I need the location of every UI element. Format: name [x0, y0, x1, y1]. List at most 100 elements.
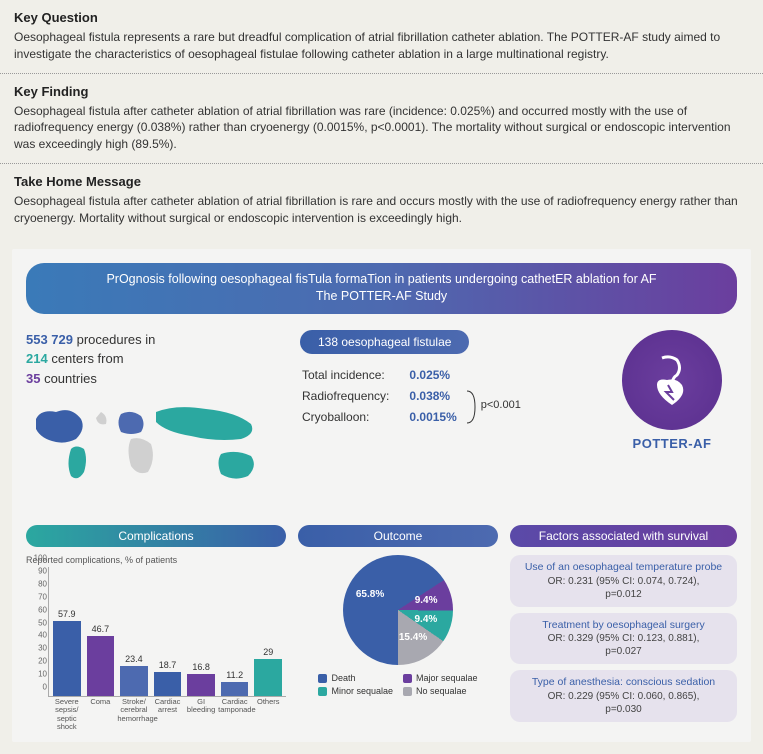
bar-value: 29 [263, 647, 273, 657]
bar-wrap: 23.4Stroke/cerebralhemorrhage [120, 567, 148, 696]
factor-title: Use of an oesophageal temperature probe [520, 561, 727, 575]
y-tick: 60 [38, 605, 47, 614]
y-tick: 80 [38, 579, 47, 588]
bar-label: Coma [84, 698, 117, 706]
legend-item: Death [318, 673, 393, 683]
pie-slice-label: 9.4% [414, 614, 437, 625]
pie-slice-label: 9.4% [415, 595, 438, 606]
factor-title: Treatment by oesophageal surgery [520, 619, 727, 633]
legend-label: Major sequalae [416, 673, 478, 683]
bar-value: 16.8 [192, 662, 210, 672]
factors-list: Use of an oesophageal temperature probeO… [510, 555, 737, 722]
y-tick: 40 [38, 631, 47, 640]
bar-wrap: 57.9Severe sepsis/septic shock [53, 567, 81, 696]
y-tick: 10 [38, 670, 47, 679]
y-tick: 0 [43, 683, 47, 692]
factors-column: Factors associated with survival Use of … [510, 525, 737, 728]
bar-label: GIbleeding [185, 698, 218, 715]
key-question-title: Key Question [14, 10, 749, 25]
take-home-title: Take Home Message [14, 174, 749, 189]
outcome-legend: Death Major sequalae Minor sequalae No sequ… [318, 673, 477, 696]
procedures-count: 553 729 [26, 332, 73, 347]
banner-line1: PrOgnosis following oesophageal fisTula … [46, 271, 717, 289]
table-row: Total incidence: 0.025% [302, 366, 515, 385]
bar-label: Others [252, 698, 285, 706]
bar-label: Severe sepsis/septic shock [50, 698, 83, 731]
bar-value: 46.7 [92, 624, 110, 634]
legend-swatch [318, 687, 327, 696]
outcome-header: Outcome [298, 525, 498, 547]
legend-item: Major sequalae [403, 673, 478, 683]
bar [154, 672, 182, 696]
bar-label: Cardiactamponade [218, 698, 251, 715]
bar-wrap: 16.8GIbleeding [187, 567, 215, 696]
bar [254, 659, 282, 696]
study-banner: PrOgnosis following oesophageal fisTula … [26, 263, 737, 314]
factor-title: Type of anesthesia: conscious sedation [520, 676, 727, 690]
table-row: Radiofrequency: 0.038% p<0.001 [302, 387, 515, 406]
bar-value: 18.7 [159, 660, 177, 670]
logo-text: POTTER-AF [607, 436, 737, 451]
bar-value: 57.9 [58, 609, 76, 619]
factor-stat: OR: 0.229 (95% CI: 0.060, 0.865), [520, 690, 727, 703]
p-value-bracket: p<0.001 [465, 387, 515, 427]
key-question-text: Oesophageal fistula represents a rare bu… [14, 29, 749, 63]
legend-swatch [318, 674, 327, 683]
factor-p: p=0.012 [520, 588, 727, 601]
bar [221, 682, 249, 696]
charts-row: Complications Reported complications, % … [26, 525, 737, 728]
complications-bar-chart: 0102030405060708090100 57.9Severe sepsis… [48, 567, 286, 697]
legend-label: Death [331, 673, 355, 683]
study-logo: POTTER-AF [607, 330, 737, 508]
registry-stats: 553 729 procedures in 214 centers from 3… [26, 330, 286, 508]
legend-item: Minor sequalae [318, 686, 393, 696]
outcome-pie-wrap: 65.8%9.4%9.4%15.4% DeathMajor sequalaeMi… [298, 555, 498, 696]
bar-wrap: 29Others [254, 567, 282, 696]
legend-swatch [403, 687, 412, 696]
factor-stat: OR: 0.329 (95% CI: 0.123, 0.881), [520, 632, 727, 645]
bar [120, 666, 148, 696]
pie-slice-label: 65.8% [356, 589, 384, 600]
fistulae-stats: 138 oesophageal fistulae Total incidence… [300, 330, 593, 508]
outcome-pie-chart: 65.8%9.4%9.4%15.4% [343, 555, 453, 665]
legend-item: No sequalae [403, 686, 478, 696]
y-axis: 0102030405060708090100 [27, 567, 47, 696]
bar [187, 674, 215, 696]
bar [87, 636, 115, 696]
factor-stat: OR: 0.231 (95% CI: 0.074, 0.724), [520, 575, 727, 588]
factors-header: Factors associated with survival [510, 525, 737, 547]
bar [53, 621, 81, 696]
factor-p: p=0.027 [520, 645, 727, 658]
bar-wrap: 46.7Coma [87, 567, 115, 696]
bar-wrap: 11.2Cardiactamponade [221, 567, 249, 696]
stats-row: 553 729 procedures in 214 centers from 3… [26, 330, 737, 508]
complications-column: Complications Reported complications, % … [26, 525, 286, 728]
bar-label: Cardiacarrest [151, 698, 184, 715]
infographic-panel: PrOgnosis following oesophageal fisTula … [12, 249, 751, 742]
key-finding-section: Key Finding Oesophageal fistula after ca… [0, 74, 763, 164]
fistulae-pill: 138 oesophageal fistulae [300, 330, 469, 354]
world-map-icon [26, 394, 286, 504]
legend-swatch [403, 674, 412, 683]
factor-box: Use of an oesophageal temperature probeO… [510, 555, 737, 607]
factor-box: Treatment by oesophageal surgeryOR: 0.32… [510, 613, 737, 665]
key-question-section: Key Question Oesophageal fistula represe… [0, 0, 763, 74]
y-tick: 30 [38, 644, 47, 653]
bar-label: Stroke/cerebralhemorrhage [117, 698, 150, 723]
y-tick: 70 [38, 592, 47, 601]
y-tick: 50 [38, 618, 47, 627]
outcome-column: Outcome 65.8%9.4%9.4%15.4% DeathMajor se… [298, 525, 498, 728]
logo-circle-icon [622, 330, 722, 430]
y-tick: 90 [38, 566, 47, 575]
registry-text: 553 729 procedures in 214 centers from 3… [26, 330, 286, 389]
take-home-text: Oesophageal fistula after catheter ablat… [14, 193, 749, 227]
bar-value: 11.2 [226, 670, 243, 680]
bar-value: 23.4 [125, 654, 143, 664]
key-finding-title: Key Finding [14, 84, 749, 99]
take-home-section: Take Home Message Oesophageal fistula af… [0, 164, 763, 237]
legend-label: Minor sequalae [331, 686, 393, 696]
y-tick: 100 [34, 554, 47, 563]
banner-line2: The POTTER-AF Study [46, 288, 717, 306]
factor-p: p=0.030 [520, 703, 727, 716]
complications-header: Complications [26, 525, 286, 547]
